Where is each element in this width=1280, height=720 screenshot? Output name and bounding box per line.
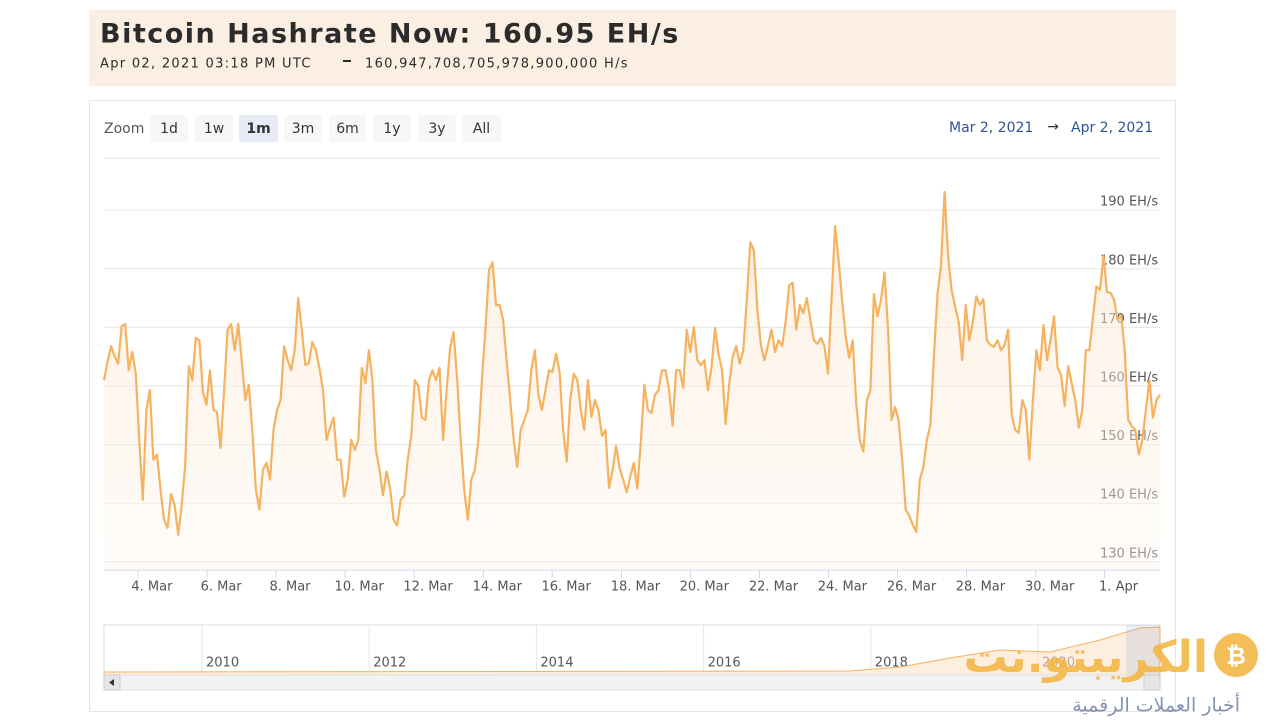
subtitle-date: Apr 02, 2021 03:18 PM UTC: [100, 57, 312, 72]
zoom-button-label: All: [473, 121, 490, 137]
zoom-buttons: 1d 1w 1m 3m 6m 1y 3y All: [150, 115, 501, 142]
x-tick-label: 28. Mar: [956, 580, 1006, 595]
x-tick-label: 24. Mar: [818, 580, 868, 595]
navigator-year: 2014: [540, 656, 573, 671]
watermark-logo-symbol: ₿: [1226, 642, 1246, 670]
subtitle-hashrate: 160,947,708,705,978,900,000 H/s: [365, 57, 629, 72]
x-tick-label: 26. Mar: [887, 580, 937, 595]
zoom-button-label: 1y: [383, 121, 400, 137]
y-tick-label: 180 EH/s: [1100, 253, 1158, 268]
x-tick-label: 30. Mar: [1025, 580, 1075, 595]
y-tick-label: 190 EH/s: [1100, 195, 1158, 210]
x-tick-label: 18. Mar: [611, 580, 661, 595]
zoom-button[interactable]: [373, 115, 411, 142]
zoom-button[interactable]: [284, 115, 322, 142]
x-tick-label: 22. Mar: [749, 580, 799, 595]
x-tick-label: 4. Mar: [131, 580, 173, 595]
x-tick-label: 12. Mar: [403, 580, 453, 595]
x-tick-label: 1. Apr: [1099, 580, 1139, 595]
zoom-button-label: 1m: [246, 121, 270, 137]
range-separator: →: [1047, 119, 1059, 135]
chart-panel: [89, 100, 1176, 712]
x-tick-label: 8. Mar: [269, 580, 311, 595]
zoom-button[interactable]: [418, 115, 456, 142]
navigator-year: 2012: [373, 656, 406, 671]
watermark: ₿ الكريبتو.نت أخبار العملات الرقمية: [964, 632, 1258, 717]
range-to: Apr 2, 2021: [1071, 120, 1153, 136]
x-tick-label: 10. Mar: [335, 580, 385, 595]
zoom-button[interactable]: [239, 115, 278, 142]
watermark-logo: [1214, 633, 1258, 677]
zoom-button-label: 1d: [160, 121, 178, 137]
x-tick-label: 16. Mar: [542, 580, 592, 595]
title: Bitcoin Hashrate Now: 160.95 EH/s: [100, 19, 680, 50]
zoom-button-label: 3y: [428, 121, 445, 137]
scroll-right[interactable]: [1143, 674, 1161, 691]
watermark-name: الكريبتو.نت: [964, 632, 1208, 683]
area: [104, 192, 1160, 570]
zoom-button[interactable]: [329, 115, 366, 142]
zoom-button-label: 6m: [336, 121, 359, 137]
x-tick-label: 6. Mar: [201, 580, 243, 595]
zoom-button[interactable]: [195, 115, 233, 142]
zoom-button[interactable]: [462, 115, 501, 142]
watermark-tagline: أخبار العملات الرقمية: [1072, 693, 1240, 717]
navigator-year: 2016: [708, 656, 741, 671]
zoom-button[interactable]: [150, 115, 188, 142]
zoom-button-label: 1w: [204, 121, 224, 137]
x-tick-label: 14. Mar: [473, 580, 523, 595]
zoom-button-label: 3m: [292, 121, 315, 137]
scroll-left-arrow: [109, 679, 114, 686]
line: [102, 190, 1161, 536]
header-panel: [89, 10, 1176, 86]
x-tick-label: 20. Mar: [680, 580, 730, 595]
navigator-year: 2010: [206, 656, 239, 671]
navigator-mask: [1126, 625, 1160, 675]
range-from: Mar 2, 2021: [949, 120, 1033, 136]
zoom-label: Zoom: [104, 121, 144, 137]
